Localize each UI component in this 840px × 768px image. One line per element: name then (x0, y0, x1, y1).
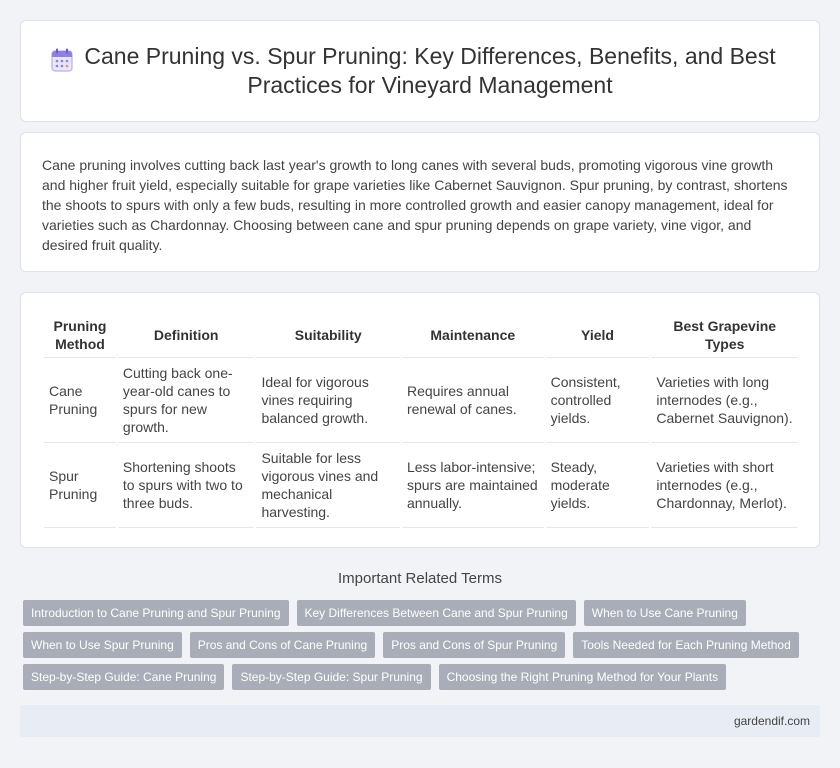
table-cell: Cutting back one-year-old canes to spurs… (117, 358, 255, 443)
table-row: Cane Pruning Cutting back one-year-old c… (44, 358, 798, 443)
table-cell: Requires annual renewal of canes. (401, 358, 544, 443)
footer-site-name[interactable]: gardendif.com (733, 714, 810, 728)
comparison-table: Pruning Method Definition Suitability Ma… (42, 313, 800, 528)
table-cell: Varieties with short internodes (e.g., C… (651, 443, 798, 528)
related-terms-tags: Introduction to Cane Pruning and Spur Pr… (23, 600, 823, 696)
header-maintenance: Maintenance (401, 313, 544, 358)
related-term-link[interactable]: When to Use Spur Pruning (23, 632, 182, 658)
table-cell: Shortening shoots to spurs with two to t… (117, 443, 255, 528)
calendar-icon (51, 48, 73, 72)
tag-row: Step-by-Step Guide: Cane Pruning Step-by… (23, 664, 823, 690)
related-term-link[interactable]: Pros and Cons of Cane Pruning (189, 632, 376, 658)
related-term-link[interactable]: Key Differences Between Cane and Spur Pr… (296, 600, 576, 626)
table-header-row: Pruning Method Definition Suitability Ma… (44, 313, 798, 358)
page-title: Cane Pruning vs. Spur Pruning: Key Diffe… (84, 43, 776, 98)
header-yield: Yield (545, 313, 650, 358)
table-cell: Suitable for less vigorous vines and mec… (256, 443, 400, 528)
related-term-link[interactable]: Step-by-Step Guide: Cane Pruning (23, 664, 225, 690)
table-row: Spur Pruning Shortening shoots to spurs … (44, 443, 798, 528)
header-card: Cane Pruning vs. Spur Pruning: Key Diffe… (20, 20, 820, 122)
table-cell: Less labor-intensive; spurs are maintain… (401, 443, 544, 528)
table-cell: Steady, moderate yields. (545, 443, 650, 528)
related-term-link[interactable]: Pros and Cons of Spur Pruning (383, 632, 566, 658)
footer-bar: gardendif.com (20, 705, 820, 737)
header-pruning-method: Pruning Method (44, 313, 116, 358)
tag-row: Introduction to Cane Pruning and Spur Pr… (23, 600, 823, 626)
related-term-link[interactable]: Tools Needed for Each Pruning Method (573, 632, 799, 658)
table-cell: Varieties with long internodes (e.g., Ca… (651, 358, 798, 443)
table-cell: Cane Pruning (44, 358, 116, 443)
related-term-link[interactable]: Step-by-Step Guide: Spur Pruning (232, 664, 431, 690)
header-suitability: Suitability (256, 313, 400, 358)
table-cell: Consistent, controlled yields. (545, 358, 650, 443)
header-best-grapevine-types: Best Grapevine Types (651, 313, 798, 358)
intro-card: Cane pruning involves cutting back last … (20, 132, 820, 272)
intro-paragraph: Cane pruning involves cutting back last … (42, 157, 788, 253)
related-term-link[interactable]: When to Use Cane Pruning (583, 600, 746, 626)
related-term-link[interactable]: Introduction to Cane Pruning and Spur Pr… (23, 600, 289, 626)
comparison-card: Pruning Method Definition Suitability Ma… (20, 292, 820, 548)
related-term-link[interactable]: Choosing the Right Pruning Method for Yo… (438, 664, 727, 690)
table-cell: Spur Pruning (44, 443, 116, 528)
table-cell: Ideal for vigorous vines requiring balan… (256, 358, 400, 443)
tag-row: When to Use Spur Pruning Pros and Cons o… (23, 632, 823, 658)
header-definition: Definition (117, 313, 255, 358)
related-terms-title: Important Related Terms (338, 570, 502, 587)
